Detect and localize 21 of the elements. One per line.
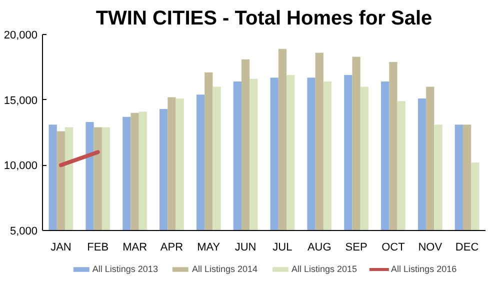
legend-label: All Listings 2016 — [391, 264, 457, 274]
x-tick-label: MAY — [197, 242, 221, 254]
x-tick-label: JAN — [50, 242, 72, 254]
x-tick-label: NOV — [418, 242, 443, 254]
x-tick-label: OCT — [382, 242, 406, 254]
legend-label: All Listings 2013 — [92, 264, 158, 274]
legend-label: All Listings 2015 — [292, 264, 358, 274]
x-tick-label: APR — [160, 242, 184, 254]
x-tick-label: JUN — [234, 242, 256, 254]
y-tick-label: 20,000 — [4, 30, 38, 42]
x-tick-label: DEC — [455, 242, 479, 254]
y-tick-label: 5,000 — [10, 226, 38, 238]
chart-title: TWIN CITIES - Total Homes for Sale — [96, 8, 432, 30]
x-tick-label: MAR — [122, 242, 148, 254]
y-tick-label: 10,000 — [4, 160, 38, 172]
x-tick-label: FEB — [87, 242, 109, 254]
x-tick-label: AUG — [307, 242, 332, 254]
x-tick-label: SEP — [345, 242, 368, 254]
y-tick-label: 15,000 — [4, 94, 38, 107]
x-tick-label: JUL — [272, 242, 292, 254]
legend-label: All Listings 2014 — [192, 264, 258, 274]
